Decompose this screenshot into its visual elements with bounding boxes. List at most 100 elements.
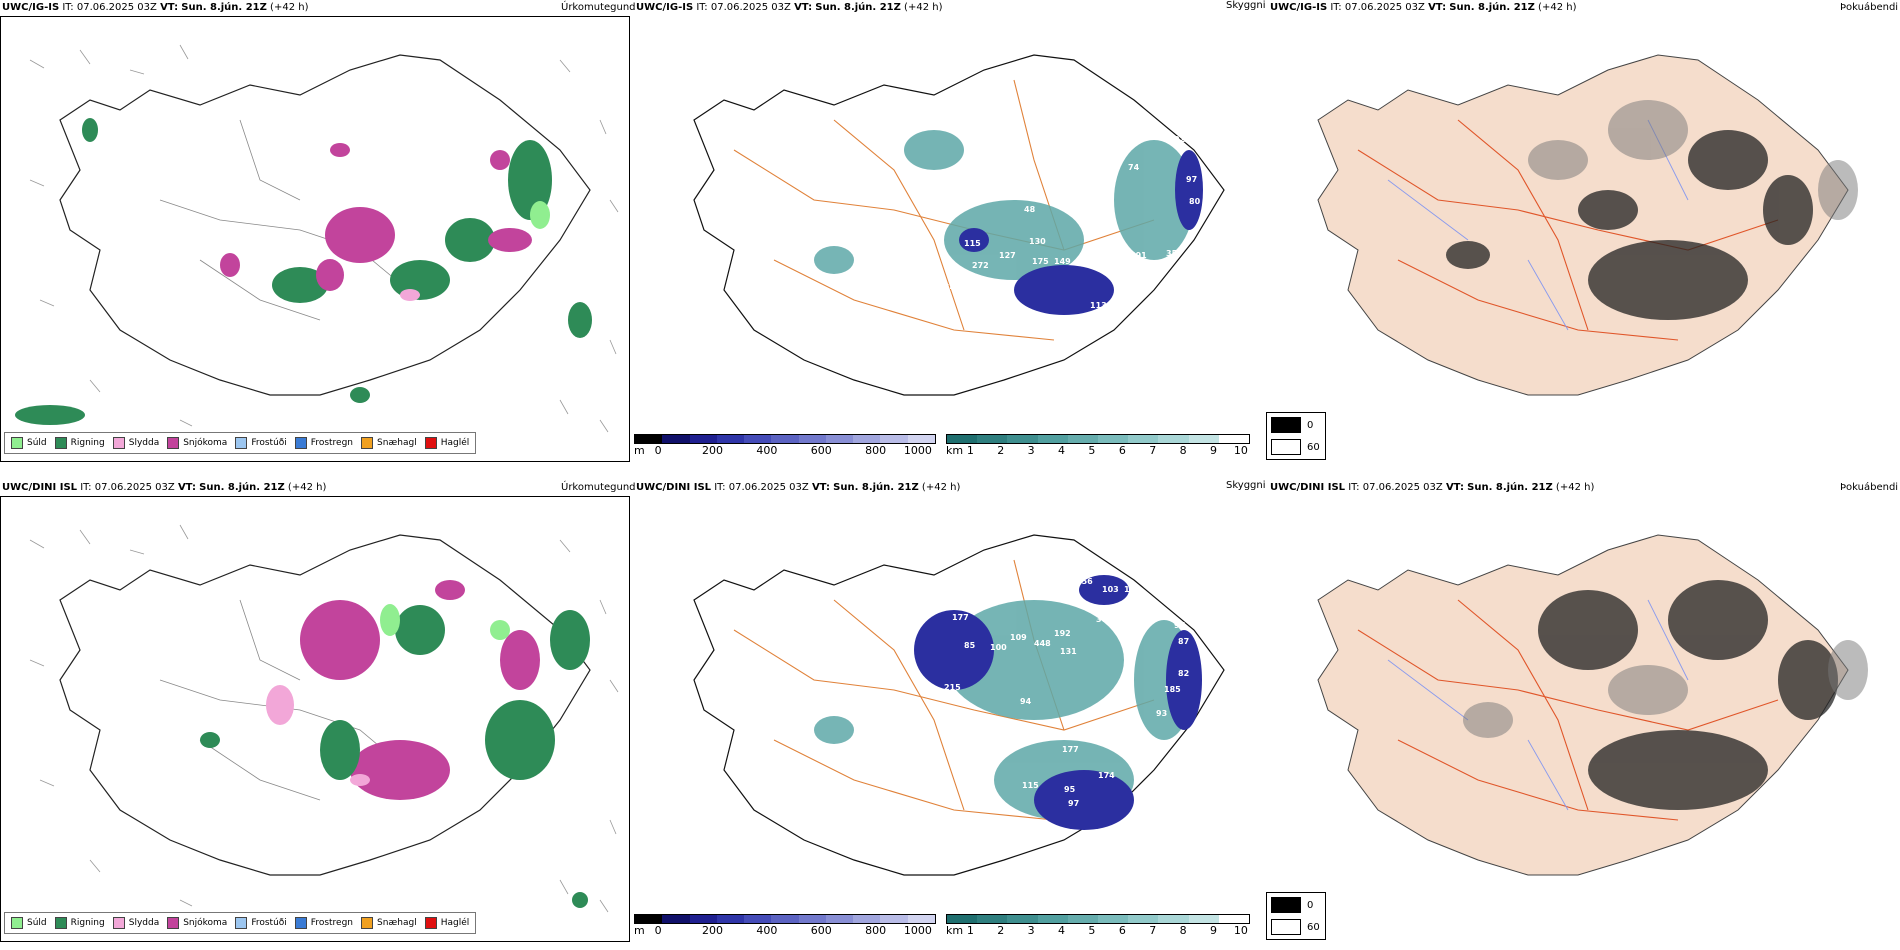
rain-areas [15, 118, 592, 425]
vis-tick: 5 [1088, 444, 1096, 457]
wind-barbs [29, 524, 619, 913]
ceiling-tick: 400 [756, 924, 778, 937]
vis-label: 115 [964, 239, 981, 248]
precip-map-frame [0, 496, 630, 942]
vis-low-ceiling-areas [914, 575, 1202, 830]
panel-title: Þokuábendi [1840, 482, 1899, 493]
vis-tick: 7 [1149, 444, 1157, 457]
panel-header: UWC/IG-IS IT: 07.06.2025 03Z VT: Sun. 8.… [636, 2, 943, 13]
vis-label: 591 [1130, 251, 1147, 260]
vis-label: 297 [976, 297, 993, 306]
swatch [294, 917, 307, 929]
swatch [361, 437, 374, 449]
vis-label: 448 [1034, 639, 1051, 648]
legend-item: Snjókoma [167, 437, 227, 449]
vis-label: 29 [996, 315, 1008, 324]
swatch [1271, 897, 1301, 913]
vis-label: 186 [1032, 593, 1049, 602]
precip-map [29, 524, 619, 913]
vis-label: 187 [934, 183, 951, 192]
legend-item: Rigning [54, 917, 105, 929]
ceiling-colorbar: 0 200 400 600 800 1000 m [634, 914, 936, 938]
vis-tick: 4 [1058, 444, 1066, 457]
vis-label: 145 [940, 601, 957, 610]
swatch [235, 437, 248, 449]
vis-tick: 8 [1179, 444, 1187, 457]
swatch [424, 917, 437, 929]
legend-item: Súld [11, 917, 47, 929]
ceiling-tick: 800 [865, 444, 887, 457]
vis-tick: 1 [966, 924, 974, 937]
vis-label: 156 [1076, 577, 1093, 586]
fog-indicator-panel: UWC/IG-IS IT: 07.06.2025 03Z VT: Sun. 8.… [1268, 0, 1900, 470]
swatch [361, 917, 374, 929]
legend-item: Rigning [54, 437, 105, 449]
vis-label: 02 [1174, 135, 1185, 144]
ceiling-tick: 0 [654, 444, 662, 457]
sleet-areas [266, 685, 370, 786]
panel-header: UWC/DINI ISL IT: 07.06.2025 03Z VT: Sun.… [636, 482, 961, 493]
vis-labels: 98 02 74 97 80 48 187 78 130 115 127 175… [870, 111, 1201, 332]
panel-title: Skyggni [1226, 0, 1266, 11]
vis-label: 98 [1120, 111, 1132, 120]
vis-label: 113 [1090, 301, 1107, 310]
legend-item: Snæhagl [361, 437, 417, 449]
fog-light-areas [1528, 100, 1858, 220]
vis-label: 174 [1098, 771, 1115, 780]
vis-label: 127 [999, 251, 1016, 260]
vis-label: 80 [1189, 197, 1201, 206]
vis-tick: 3 [1027, 444, 1035, 457]
vis-label: 185 [1164, 685, 1181, 694]
vis-label: 97 [1174, 621, 1185, 630]
swatch [167, 917, 180, 929]
ceiling-tick: 0 [654, 924, 662, 937]
legend-item: Frostregn [294, 917, 353, 929]
forecast-row-1: UWC/IG-IS IT: 07.06.2025 03Z VT: Sun. 8.… [0, 0, 1900, 470]
swatch [294, 437, 307, 449]
vis-label: 131 [1060, 647, 1077, 656]
legend-item: Frostregn [294, 437, 353, 449]
vis-label: 97 [1186, 175, 1197, 184]
rain-areas [200, 605, 590, 908]
vis-label: 91 [1020, 309, 1032, 318]
vis-teal-areas [814, 130, 1194, 280]
swatch [235, 917, 248, 929]
vis-label: 94 [1020, 697, 1032, 706]
visibility-panel: 98 02 74 97 80 48 187 78 130 115 127 175… [634, 0, 1268, 470]
vis-tick: 6 [1118, 924, 1126, 937]
vis-label: 35 [1166, 249, 1178, 258]
vis-tick: 2 [997, 924, 1005, 937]
vis-label: 136 [1148, 745, 1165, 754]
snow-areas [300, 580, 540, 800]
vis-label: 426 [890, 703, 907, 712]
vis-low-ceiling-areas [959, 150, 1203, 315]
vis-label: 85 [964, 641, 976, 650]
vis-label: 272 [972, 261, 989, 270]
panel-header: UWC/IG-IS IT: 07.06.2025 03Z VT: Sun. 8.… [2, 2, 309, 13]
fog-legend: 0 60 [1266, 412, 1326, 460]
precip-map [15, 44, 619, 433]
visibility-panel: 156 103 108 138 186 145 177 309 192 448 … [634, 480, 1268, 950]
precip-legend: Súld Rigning Slydda Snjókoma Frostúði Fr… [4, 432, 477, 454]
precip-legend: Súld Rigning Slydda Snjókoma Frostúði Fr… [4, 912, 477, 934]
vis-tick: 4 [1058, 924, 1066, 937]
legend-item: Haglél [424, 917, 469, 929]
vis-tick: 8 [1179, 924, 1187, 937]
vis-tick: 9 [1210, 444, 1218, 457]
legend-item: Frostúði [235, 917, 287, 929]
vis-tick: 10 [1233, 444, 1248, 457]
vis-label: 177 [952, 613, 969, 622]
visibility-colorbar: 1 2 3 4 5 6 7 8 9 10 km [946, 434, 1250, 458]
fog-dark-areas [1538, 580, 1838, 810]
precip-type-panel: UWC/IG-IS IT: 07.06.2025 03Z VT: Sun. 8.… [0, 0, 636, 470]
drizzle-areas [530, 201, 550, 229]
fog-indicator-panel: UWC/DINI ISL IT: 07.06.2025 03Z VT: Sun.… [1268, 480, 1900, 950]
vis-label: 100 [990, 643, 1007, 652]
swatch [11, 917, 23, 929]
drizzle-areas [380, 604, 510, 640]
fog-map [1317, 54, 1858, 396]
vis-tick: 10 [1233, 924, 1248, 937]
sleet-areas [400, 289, 420, 301]
vis-tick: 7 [1149, 924, 1157, 937]
vis-label: 192 [1054, 629, 1071, 638]
